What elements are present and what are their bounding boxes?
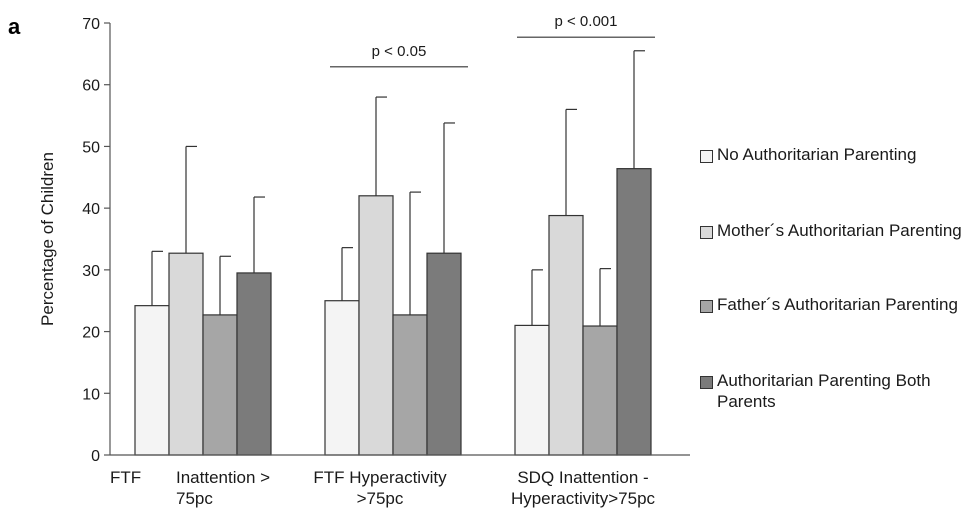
bar-2-group-1 bbox=[168, 252, 204, 456]
bar-4-group-3 bbox=[616, 168, 652, 456]
bar-1-group-2 bbox=[324, 300, 360, 456]
bar-2-group-3 bbox=[548, 214, 584, 456]
y-tick-label-50: 50 bbox=[82, 139, 100, 156]
y-tick-label-10: 10 bbox=[82, 386, 100, 403]
category-labels-layer: FTF Inattention > 75pc FTF Hyperactivity >75… bbox=[110, 468, 656, 508]
legend-swatch-2 bbox=[700, 226, 713, 239]
panel-label: a bbox=[8, 14, 21, 39]
legend-item-3: Father´s Authoritarian Parenting bbox=[700, 294, 975, 315]
y-tick-label-60: 60 bbox=[82, 78, 100, 95]
legend-label-3: Father´s Authoritarian Parenting bbox=[717, 295, 958, 314]
bars-layer bbox=[134, 168, 652, 456]
axes-layer bbox=[109, 23, 690, 456]
bar-4-group-2 bbox=[426, 252, 462, 456]
bar-3-group-1 bbox=[202, 314, 238, 456]
legend-label-4: Authoritarian Parenting Both Parents bbox=[717, 371, 931, 411]
significance-label-1: p < 0.05 bbox=[372, 43, 427, 60]
legend-item-2: Mother´s Authoritarian Parenting bbox=[700, 220, 975, 241]
y-tick-label-40: 40 bbox=[82, 201, 100, 218]
y-axis-label: Percentage of Children bbox=[38, 152, 57, 326]
y-tick-label-20: 20 bbox=[82, 325, 100, 342]
y-ticks-layer: 0 10 20 30 40 50 60 70 bbox=[82, 16, 110, 465]
y-tick-label-70: 70 bbox=[82, 16, 100, 33]
category-label-3-line-1: SDQ Inattention - bbox=[517, 468, 648, 487]
significance-label-2: p < 0.001 bbox=[555, 13, 618, 30]
bar-1-group-1 bbox=[134, 305, 170, 456]
category-label-1-line-1: FTF bbox=[110, 468, 141, 487]
legend-label-1: No Authoritarian Parenting bbox=[717, 145, 917, 164]
category-label-1-line-3: 75pc bbox=[176, 489, 213, 508]
bar-2-group-2 bbox=[358, 195, 394, 456]
bar-1-group-3 bbox=[514, 324, 550, 456]
legend-item-4: Authoritarian Parenting Both Parents bbox=[700, 370, 975, 412]
significance-layer: p < 0.05 p < 0.001 bbox=[330, 13, 655, 68]
category-label-2-line-2: >75pc bbox=[357, 489, 404, 508]
y-tick-label-30: 30 bbox=[82, 263, 100, 280]
legend-label-2: Mother´s Authoritarian Parenting bbox=[717, 221, 962, 240]
y-tick-label-0: 0 bbox=[91, 448, 100, 465]
bar-4-group-1 bbox=[236, 272, 272, 456]
category-label-1-line-2: Inattention > bbox=[176, 468, 270, 487]
legend-swatch-4 bbox=[700, 376, 713, 389]
legend-item-1: No Authoritarian Parenting bbox=[700, 144, 975, 165]
bar-3-group-2 bbox=[392, 314, 428, 456]
category-label-3-line-2: Hyperactivity>75pc bbox=[511, 489, 656, 508]
error-bars-layer bbox=[151, 50, 645, 327]
legend-swatch-3 bbox=[700, 300, 713, 313]
category-label-2-line-1: FTF Hyperactivity bbox=[313, 468, 447, 487]
legend-swatch-1 bbox=[700, 150, 713, 163]
bar-3-group-3 bbox=[582, 325, 618, 456]
